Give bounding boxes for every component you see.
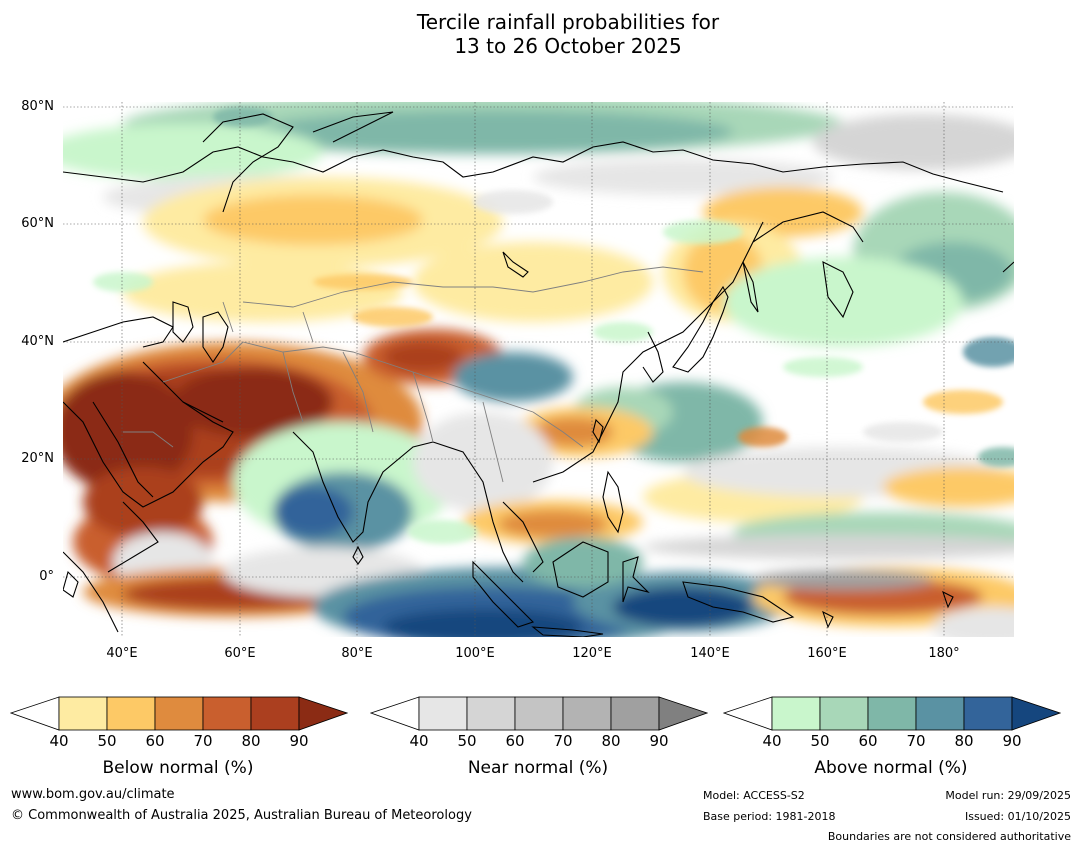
colorbar-below-normal — [10, 696, 348, 731]
cbar-near-low-arrow — [370, 696, 420, 731]
cbar-below-tick-70: 70 — [193, 732, 213, 750]
cbar-above-seg-3 — [867, 696, 917, 731]
cbar-above-high-arrow — [1011, 696, 1061, 731]
graticule — [63, 102, 1014, 637]
cbar-above-seg-5 — [963, 696, 1013, 731]
cbar-above-title: Above normal (%) — [814, 758, 968, 778]
colorbar-below-normal-segments — [10, 696, 348, 731]
lon-tick-160e: 160°E — [807, 646, 847, 661]
cbar-near-tick-60: 60 — [505, 732, 525, 750]
base-period-text: Base period: 1981-2018 — [703, 810, 836, 823]
lon-tick-180: 180° — [928, 646, 960, 661]
cbar-near-seg-1 — [418, 696, 468, 731]
cbar-above-tick-80: 80 — [954, 732, 974, 750]
lat-tick-60n: 60°N — [21, 216, 54, 231]
country-boundaries — [123, 266, 704, 483]
cbar-below-tick-40: 40 — [49, 732, 69, 750]
coastlines — [63, 111, 1014, 637]
cbar-below-seg-2 — [106, 696, 156, 731]
lon-tick-100e: 100°E — [455, 646, 495, 661]
cbar-below-tick-50: 50 — [97, 732, 117, 750]
cbar-above-tick-70: 70 — [906, 732, 926, 750]
cbar-above-seg-4 — [915, 696, 965, 731]
cbar-near-tick-90: 90 — [649, 732, 669, 750]
rainfall-map — [63, 102, 1014, 637]
cbar-above-tick-90: 90 — [1002, 732, 1022, 750]
colorbar-near-normal — [370, 696, 708, 731]
colorbar-above-normal-segments — [723, 696, 1061, 731]
cbar-near-title: Near normal (%) — [467, 758, 609, 778]
lat-tick-20n: 20°N — [21, 451, 54, 466]
cbar-below-seg-1 — [58, 696, 108, 731]
lon-tick-40e: 40°E — [106, 646, 138, 661]
colorbar-above-normal — [723, 696, 1061, 731]
copyright-text: © Commonwealth of Australia 2025, Austra… — [11, 808, 472, 823]
cbar-above-tick-60: 60 — [858, 732, 878, 750]
cbar-above-seg-2 — [819, 696, 869, 731]
cbar-below-high-arrow — [298, 696, 348, 731]
cbar-below-tick-90: 90 — [289, 732, 309, 750]
colorbar-near-normal-segments — [370, 696, 708, 731]
issued-text: Issued: 01/10/2025 — [964, 810, 1071, 823]
title-line-2: 13 to 26 October 2025 — [454, 34, 682, 58]
cbar-below-tick-80: 80 — [241, 732, 261, 750]
cbar-below-tick-60: 60 — [145, 732, 165, 750]
cbar-below-title: Below normal (%) — [102, 758, 254, 778]
lon-tick-80e: 80°E — [341, 646, 373, 661]
cbar-near-seg-2 — [466, 696, 516, 731]
lat-tick-80n: 80°N — [21, 99, 54, 114]
model-text: Model: ACCESS-S2 — [703, 789, 805, 802]
rainfall-map-svg — [63, 102, 1014, 637]
probability-speckle — [93, 107, 1014, 544]
lon-tick-120e: 120°E — [572, 646, 612, 661]
cbar-below-seg-4 — [202, 696, 252, 731]
cbar-below-low-arrow — [10, 696, 60, 731]
cbar-above-seg-1 — [771, 696, 821, 731]
cbar-below-seg-5 — [250, 696, 300, 731]
cbar-near-high-arrow — [658, 696, 708, 731]
lon-tick-140e: 140°E — [690, 646, 730, 661]
map-title: Tercile rainfall probabilities for 13 to… — [0, 10, 1081, 58]
cbar-near-seg-3 — [514, 696, 564, 731]
cbar-near-seg-5 — [610, 696, 660, 731]
lat-tick-40n: 40°N — [21, 334, 54, 349]
model-run-text: Model run: 29/09/2025 — [945, 789, 1071, 802]
cbar-below-seg-3 — [154, 696, 204, 731]
cbar-above-tick-50: 50 — [810, 732, 830, 750]
cbar-near-tick-80: 80 — [601, 732, 621, 750]
cbar-above-low-arrow — [723, 696, 773, 731]
lat-tick-0: 0° — [39, 569, 54, 584]
cbar-near-tick-50: 50 — [457, 732, 477, 750]
cbar-near-tick-40: 40 — [409, 732, 429, 750]
cbar-near-tick-70: 70 — [553, 732, 573, 750]
cbar-above-tick-40: 40 — [762, 732, 782, 750]
boundaries-disclaimer: Boundaries are not considered authoritat… — [827, 830, 1071, 843]
title-line-1: Tercile rainfall probabilities for — [416, 10, 720, 34]
lon-tick-60e: 60°E — [224, 646, 256, 661]
website-link[interactable]: www.bom.gov.au/climate — [11, 787, 175, 802]
cbar-near-seg-4 — [562, 696, 612, 731]
